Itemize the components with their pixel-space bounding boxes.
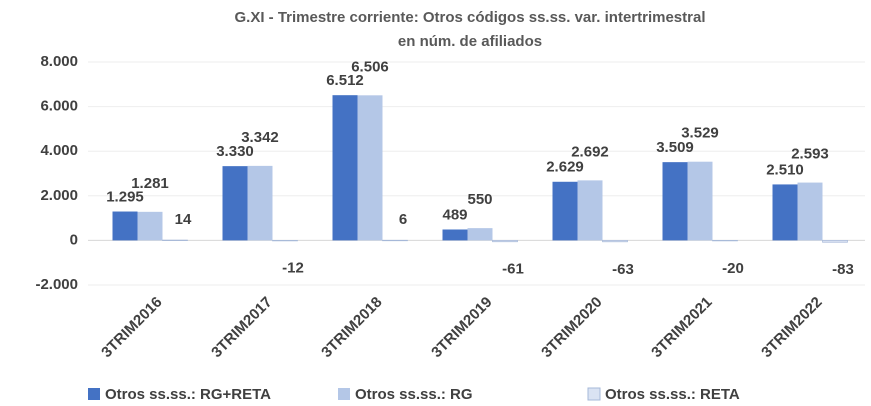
bar [822, 240, 848, 243]
data-label: 3.509 [656, 139, 694, 156]
data-label: 6.512 [326, 72, 364, 89]
x-tick-label: 3TRIM2016 [98, 294, 165, 361]
data-label: 3.342 [241, 129, 279, 146]
legend-swatch [88, 388, 100, 400]
y-tick-label: 2.000 [40, 187, 78, 204]
bar [797, 182, 823, 241]
data-label: -12 [282, 260, 304, 277]
data-label: -83 [832, 261, 854, 278]
x-tick-label: 3TRIM2017 [208, 294, 275, 361]
bar [112, 211, 138, 241]
x-tick-label: 3TRIM2018 [318, 294, 385, 361]
data-label: -20 [722, 260, 744, 277]
data-label: 3.529 [681, 125, 719, 142]
data-label: 2.692 [571, 143, 609, 160]
bar [687, 161, 713, 241]
x-tick-label: 3TRIM2019 [428, 294, 495, 361]
bar [272, 240, 298, 242]
y-tick-label: 4.000 [40, 142, 78, 159]
bar [137, 211, 163, 241]
legend-swatch [587, 387, 601, 401]
bar [357, 95, 383, 241]
data-label: -63 [612, 261, 634, 278]
bar [662, 162, 688, 241]
bar [552, 181, 578, 241]
x-tick-label: 3TRIM2022 [758, 294, 825, 361]
chart-title: en núm. de afiliados [398, 33, 542, 50]
x-tick-label: 3TRIM2020 [538, 294, 605, 361]
data-label: 550 [467, 191, 492, 208]
bar [222, 166, 248, 241]
bar [247, 165, 273, 241]
bar [162, 239, 188, 241]
data-label: 2.510 [766, 161, 804, 178]
data-label: 6.506 [351, 58, 389, 75]
data-label: 489 [442, 206, 467, 223]
bar [712, 240, 738, 242]
legend-label: Otros ss.ss.: RG [355, 386, 473, 403]
legend-swatch [338, 388, 350, 400]
bar [332, 95, 358, 241]
y-tick-label: -2.000 [35, 276, 78, 293]
bar [382, 239, 408, 242]
x-tick-label: 3TRIM2021 [648, 294, 715, 361]
data-label: 2.629 [546, 159, 584, 176]
data-label: 1.281 [131, 175, 169, 192]
bar [577, 180, 603, 241]
chart-title: G.XI - Trimestre corriente: Otros código… [234, 9, 705, 26]
data-label: 3.330 [216, 143, 254, 160]
y-tick-label: 0 [70, 231, 78, 248]
legend-label: Otros ss.ss.: RG+RETA [105, 386, 271, 403]
y-tick-label: 8.000 [40, 53, 78, 70]
legend-label: Otros ss.ss.: RETA [605, 386, 740, 403]
y-tick-label: 6.000 [40, 98, 78, 115]
bar [772, 184, 798, 241]
data-label: 14 [175, 211, 192, 228]
data-label: 2.593 [791, 146, 829, 163]
data-label: -61 [502, 261, 524, 278]
bar [602, 240, 628, 243]
bar [467, 228, 493, 241]
bar [492, 240, 518, 243]
data-label: 1.295 [106, 188, 144, 205]
data-label: 6 [399, 211, 407, 228]
bar [442, 229, 468, 241]
